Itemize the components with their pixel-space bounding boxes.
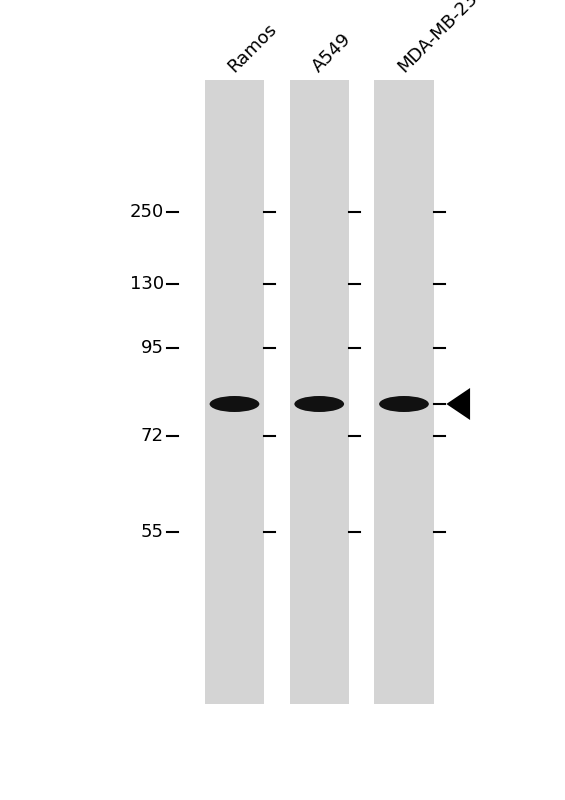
Text: Ramos: Ramos	[224, 20, 280, 76]
Bar	[205, 80, 264, 704]
Polygon shape	[446, 388, 470, 420]
Text: 130: 130	[130, 275, 164, 293]
Text: 55: 55	[141, 523, 164, 541]
Bar	[374, 80, 434, 704]
Text: MDA-MB-231: MDA-MB-231	[394, 0, 489, 76]
Text: 95: 95	[141, 339, 164, 357]
Text: A549: A549	[309, 30, 355, 76]
Text: 72: 72	[141, 427, 164, 445]
Bar	[289, 80, 349, 704]
Text: 250: 250	[129, 203, 164, 221]
Ellipse shape	[210, 396, 259, 412]
Ellipse shape	[379, 396, 429, 412]
Ellipse shape	[294, 396, 344, 412]
